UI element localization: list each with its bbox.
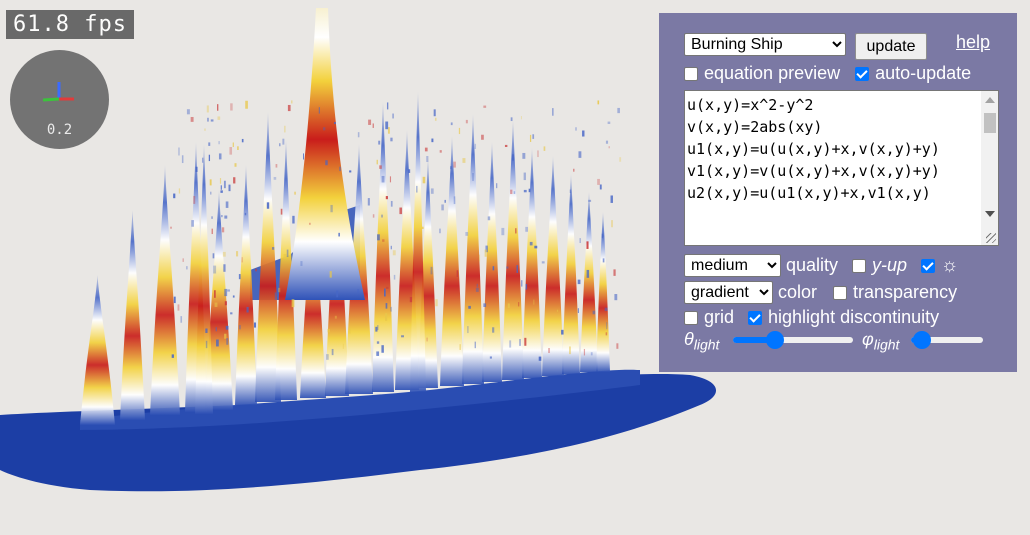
light-checkbox[interactable] [921, 258, 936, 273]
equation-preview-label: equation preview [704, 63, 841, 83]
textarea-scrollbar[interactable] [981, 91, 998, 245]
axis-scale-label: 0.2 [46, 122, 73, 138]
quality-select[interactable]: medium [684, 254, 781, 277]
color-label: color [778, 282, 818, 302]
equation-text: u(x,y)=x^2-y^2 v(x,y)=2abs(xy) u1(x,y)=u… [687, 96, 940, 202]
phi-light-knob[interactable] [912, 331, 931, 349]
grid-label: grid [704, 307, 735, 327]
equation-preview-checkbox[interactable] [684, 66, 698, 81]
transparency-label: transparency [853, 282, 958, 302]
y-up-checkbox[interactable] [852, 258, 867, 273]
grid-checkbox[interactable] [684, 310, 698, 325]
quality-label: quality [786, 255, 839, 275]
central-peak [285, 8, 365, 300]
help-link[interactable]: help [956, 32, 991, 52]
phi-light-slider[interactable] [911, 331, 983, 349]
update-button[interactable]: update [855, 33, 927, 60]
phi-light-label: φlight [862, 329, 900, 353]
axis-gizmo-icon [42, 82, 74, 102]
scroll-up-icon[interactable] [985, 97, 995, 103]
theta-light-label: θlight [684, 329, 720, 353]
fps-counter: 61.8 fps [6, 10, 134, 39]
auto-update-label: auto-update [875, 63, 972, 83]
equation-textarea[interactable]: u(x,y)=x^2-y^2 v(x,y)=2abs(xy) u1(x,y)=u… [684, 90, 999, 246]
sun-icon: ☼ [941, 254, 959, 276]
auto-update-checkbox[interactable] [855, 66, 870, 81]
color-select[interactable]: gradient [684, 281, 773, 304]
highlight-discontinuity-checkbox[interactable] [748, 310, 763, 325]
function-select[interactable]: Burning Ship [684, 33, 846, 56]
surface-scatter [170, 100, 622, 361]
scroll-down-icon[interactable] [985, 211, 995, 217]
y-up-label: y-up [872, 255, 908, 275]
theta-light-fill [733, 337, 775, 343]
transparency-checkbox[interactable] [833, 285, 848, 300]
axis-gizmo[interactable]: 0.2 [10, 50, 109, 149]
highlight-discontinuity-label: highlight discontinuity [768, 307, 940, 327]
theta-light-slider[interactable] [733, 331, 853, 349]
scroll-thumb[interactable] [984, 113, 996, 133]
theta-light-knob[interactable] [766, 331, 784, 349]
resize-grip-icon[interactable] [986, 233, 996, 243]
settings-panel: Burning Ship update help equation previe… [659, 13, 1017, 372]
